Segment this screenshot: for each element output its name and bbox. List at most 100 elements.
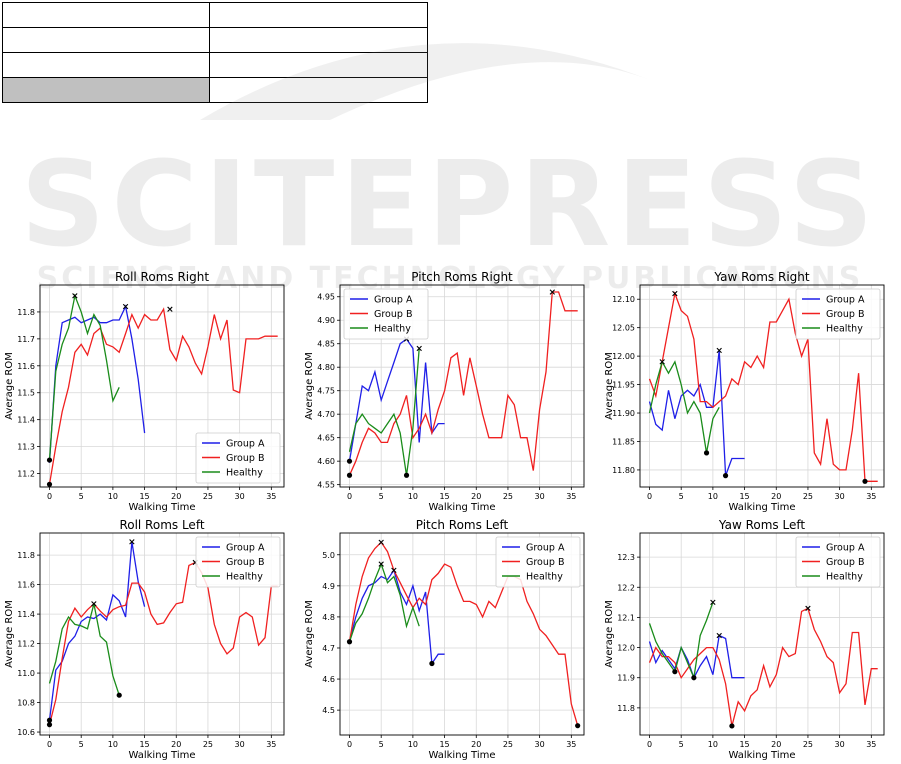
header-table-body — [2, 2, 428, 103]
x-tick-label: 30 — [835, 492, 845, 501]
plot-frame — [39, 532, 285, 736]
y-tick-label: 11.8 — [17, 308, 35, 317]
x-tick-label: 0 — [647, 740, 652, 749]
chart-roll-roms-right: Roll Roms Right 0 5 10 15 20 25 30 35 11.2 11.3 11.… — [4, 270, 285, 513]
chart-title: Pitch Roms Left — [416, 518, 509, 532]
max-marker-stroke — [167, 306, 173, 312]
series-line-group-b — [348, 541, 579, 726]
x-tick-label: 5 — [379, 492, 384, 501]
series-line-group-b — [348, 291, 578, 476]
min-marker — [703, 450, 710, 456]
table-row — [2, 27, 428, 53]
y-tick-label: 4.8 — [322, 613, 335, 622]
legend-box — [195, 432, 281, 484]
series-line-group-a — [648, 634, 745, 680]
y-tick-label: 4.80 — [317, 363, 335, 372]
max-marker — [716, 347, 722, 354]
y-tick-label: 11.80 — [612, 466, 635, 475]
x-tick-label: 5 — [79, 492, 84, 501]
max-marker — [391, 567, 397, 573]
y-tick-label: 11.0 — [17, 669, 35, 678]
chart-pitch-roms-right: Pitch Roms Right 0 5 10 15 20 25 30 35 4.55 4.60 4.… — [304, 270, 585, 513]
min-marker — [346, 472, 353, 478]
legend-label: Healthy — [826, 324, 863, 335]
x-tick-label: 35 — [266, 740, 276, 749]
series-line-healthy — [648, 602, 714, 681]
x-tick-label: 25 — [203, 492, 213, 501]
legend-label: Group A — [526, 543, 565, 554]
y-axis-label: Average ROM — [4, 600, 15, 668]
min-marker — [403, 472, 410, 478]
chart-title: Yaw Roms Left — [718, 518, 805, 532]
min-marker — [722, 473, 729, 479]
header-table — [2, 2, 428, 103]
x-tick-label: 15 — [739, 740, 749, 749]
x-tick-label: 35 — [566, 492, 576, 501]
x-tick-label: 35 — [866, 740, 876, 749]
y-tick-label: 12.2 — [617, 583, 635, 592]
chart-yaw-roms-left: Yaw Roms Left 0 5 10 15 20 25 30 35 11.8 11.9 12.0 1… — [604, 518, 885, 761]
x-tick-label: 35 — [266, 492, 276, 501]
y-tick-label: 12.05 — [612, 324, 635, 333]
x-tick-label: 0 — [47, 492, 52, 501]
series-line-group-b — [48, 307, 278, 485]
plot-frame — [639, 532, 885, 736]
max-marker-stroke — [716, 347, 722, 354]
series-line-healthy — [348, 348, 420, 476]
y-tick-label: 10.6 — [17, 728, 35, 737]
y-tick-label: 4.85 — [317, 340, 335, 349]
x-tick-label: 0 — [47, 740, 52, 749]
min-marker — [575, 723, 581, 729]
legend: Group A Group B Healthy — [495, 536, 581, 588]
max-marker-stroke — [378, 561, 384, 567]
max-marker — [378, 539, 384, 546]
table-cell — [209, 27, 428, 53]
legend-label: Group A — [826, 295, 865, 306]
x-tick-label: 30 — [535, 492, 545, 501]
legend: Group A Group B Healthy — [795, 288, 881, 340]
y-tick-label: 4.75 — [317, 387, 335, 396]
x-tick-label: 35 — [566, 740, 576, 749]
max-marker — [91, 601, 97, 607]
legend-label: Group B — [226, 557, 264, 568]
max-marker-stroke — [672, 290, 678, 297]
x-tick-label: 30 — [535, 740, 545, 749]
x-axis-label: Walking Time — [428, 502, 495, 513]
y-tick-label: 11.9 — [617, 674, 635, 683]
x-tick-label: 10 — [708, 740, 718, 749]
legend-label: Healthy — [226, 468, 263, 479]
y-tick-label: 11.2 — [17, 470, 35, 479]
table-row — [2, 2, 428, 28]
x-tick-label: 30 — [235, 492, 245, 501]
min-marker — [346, 639, 353, 645]
legend-box — [795, 288, 881, 340]
table-cell — [2, 52, 210, 78]
min-marker — [429, 660, 435, 667]
y-tick-label: 4.7 — [322, 644, 335, 653]
x-axis-label: Walking Time — [728, 502, 795, 513]
x-tick-label: 25 — [203, 740, 213, 749]
x-tick-label: 15 — [439, 740, 449, 749]
series-line-group-b — [48, 561, 278, 725]
legend-box — [795, 536, 881, 588]
legend-label: Healthy — [226, 572, 263, 583]
y-tick-label: 10.8 — [17, 699, 35, 708]
y-tick-label: 11.90 — [612, 409, 635, 418]
chart-title: Roll Roms Left — [119, 518, 204, 532]
legend: Group A Group B Healthy — [795, 536, 881, 588]
legend-label: Healthy — [374, 324, 411, 335]
x-tick-label: 0 — [347, 740, 352, 749]
x-tick-label: 10 — [408, 740, 418, 749]
y-tick-label: 4.70 — [317, 410, 335, 419]
plot-frame — [639, 284, 885, 488]
max-marker — [416, 345, 422, 352]
x-tick-label: 10 — [408, 492, 418, 501]
series-line-group-a — [348, 568, 445, 666]
max-marker — [122, 303, 129, 310]
series-line-group-a — [348, 338, 445, 462]
min-marker — [729, 723, 735, 729]
series-line-healthy — [348, 562, 420, 643]
y-axis-label: Average ROM — [304, 352, 315, 420]
x-tick-label: 30 — [235, 740, 245, 749]
max-marker-stroke — [716, 632, 722, 639]
